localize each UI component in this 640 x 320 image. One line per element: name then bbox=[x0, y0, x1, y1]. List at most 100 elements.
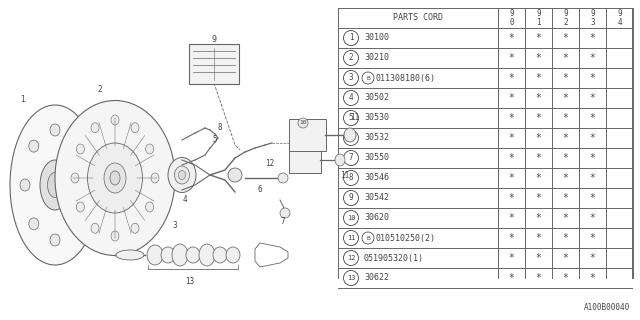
Text: *: * bbox=[563, 33, 568, 43]
Circle shape bbox=[344, 51, 358, 66]
Ellipse shape bbox=[80, 179, 90, 191]
Ellipse shape bbox=[186, 247, 200, 263]
Text: 9
2: 9 2 bbox=[563, 9, 568, 27]
Text: 3: 3 bbox=[349, 74, 353, 83]
Text: *: * bbox=[563, 113, 568, 123]
Text: 12: 12 bbox=[347, 255, 355, 261]
Text: 30210: 30210 bbox=[364, 53, 389, 62]
FancyBboxPatch shape bbox=[189, 44, 239, 84]
Text: *: * bbox=[536, 53, 541, 63]
Text: *: * bbox=[589, 33, 595, 43]
Text: *: * bbox=[563, 273, 568, 283]
Ellipse shape bbox=[29, 140, 39, 152]
Circle shape bbox=[344, 251, 358, 266]
Ellipse shape bbox=[131, 123, 139, 133]
Text: B: B bbox=[366, 76, 370, 81]
Text: *: * bbox=[536, 233, 541, 243]
Circle shape bbox=[280, 208, 290, 218]
Text: *: * bbox=[536, 193, 541, 203]
Text: *: * bbox=[509, 73, 515, 83]
Circle shape bbox=[344, 91, 358, 106]
Text: *: * bbox=[536, 93, 541, 103]
Text: 9
0: 9 0 bbox=[509, 9, 514, 27]
Text: *: * bbox=[563, 133, 568, 143]
Text: 6: 6 bbox=[349, 133, 353, 142]
Text: 13: 13 bbox=[186, 276, 195, 285]
Text: 8: 8 bbox=[349, 173, 353, 182]
Ellipse shape bbox=[71, 173, 79, 183]
Text: 7: 7 bbox=[281, 218, 285, 227]
Ellipse shape bbox=[199, 244, 215, 266]
Text: 11: 11 bbox=[350, 113, 360, 122]
Ellipse shape bbox=[20, 179, 30, 191]
Text: *: * bbox=[563, 93, 568, 103]
Text: 13: 13 bbox=[347, 275, 355, 281]
Ellipse shape bbox=[29, 218, 39, 230]
Text: *: * bbox=[589, 73, 595, 83]
Text: 30532: 30532 bbox=[364, 133, 389, 142]
Text: *: * bbox=[509, 33, 515, 43]
Text: 010510250(2): 010510250(2) bbox=[376, 234, 436, 243]
Ellipse shape bbox=[88, 143, 143, 213]
Ellipse shape bbox=[104, 163, 126, 193]
Ellipse shape bbox=[146, 144, 154, 154]
Ellipse shape bbox=[47, 172, 63, 197]
Circle shape bbox=[228, 168, 242, 182]
Circle shape bbox=[344, 171, 358, 186]
Ellipse shape bbox=[76, 144, 84, 154]
Text: PARTS CORD: PARTS CORD bbox=[393, 13, 443, 22]
Text: 2: 2 bbox=[349, 53, 353, 62]
Text: *: * bbox=[563, 53, 568, 63]
Text: 11: 11 bbox=[347, 235, 355, 241]
Ellipse shape bbox=[71, 140, 81, 152]
Text: *: * bbox=[509, 213, 515, 223]
Text: 12: 12 bbox=[266, 158, 275, 167]
Ellipse shape bbox=[50, 234, 60, 246]
Ellipse shape bbox=[50, 124, 60, 136]
Text: 11: 11 bbox=[340, 171, 349, 180]
Text: 30530: 30530 bbox=[364, 114, 389, 123]
Text: 30100: 30100 bbox=[364, 34, 389, 43]
Ellipse shape bbox=[40, 160, 70, 210]
Text: *: * bbox=[509, 233, 515, 243]
Text: *: * bbox=[536, 153, 541, 163]
Text: 9
1: 9 1 bbox=[536, 9, 541, 27]
Text: 6: 6 bbox=[258, 186, 262, 195]
Ellipse shape bbox=[76, 202, 84, 212]
Text: *: * bbox=[536, 173, 541, 183]
Text: 4: 4 bbox=[182, 196, 188, 204]
Text: 8: 8 bbox=[218, 124, 222, 132]
Circle shape bbox=[298, 118, 308, 128]
Ellipse shape bbox=[335, 154, 345, 166]
Text: 5: 5 bbox=[349, 114, 353, 123]
Ellipse shape bbox=[146, 202, 154, 212]
Text: 10: 10 bbox=[300, 121, 307, 125]
Circle shape bbox=[344, 30, 358, 45]
Text: 10: 10 bbox=[347, 215, 355, 221]
Text: *: * bbox=[563, 153, 568, 163]
Text: *: * bbox=[563, 213, 568, 223]
Text: *: * bbox=[509, 173, 515, 183]
Text: *: * bbox=[589, 113, 595, 123]
Text: 9
4: 9 4 bbox=[617, 9, 622, 27]
Text: *: * bbox=[589, 93, 595, 103]
Text: 7: 7 bbox=[349, 154, 353, 163]
Text: *: * bbox=[563, 253, 568, 263]
Text: *: * bbox=[536, 273, 541, 283]
FancyBboxPatch shape bbox=[289, 119, 326, 151]
Ellipse shape bbox=[71, 218, 81, 230]
Ellipse shape bbox=[91, 223, 99, 233]
Text: *: * bbox=[536, 73, 541, 83]
Ellipse shape bbox=[226, 247, 240, 263]
Text: 1: 1 bbox=[349, 34, 353, 43]
Text: 1: 1 bbox=[20, 95, 24, 105]
Circle shape bbox=[344, 190, 358, 205]
Ellipse shape bbox=[91, 123, 99, 133]
Text: 011308180(6): 011308180(6) bbox=[376, 74, 436, 83]
Text: 30502: 30502 bbox=[364, 93, 389, 102]
Text: *: * bbox=[509, 153, 515, 163]
Circle shape bbox=[344, 211, 358, 226]
Text: *: * bbox=[589, 193, 595, 203]
Text: *: * bbox=[536, 133, 541, 143]
Circle shape bbox=[344, 270, 358, 285]
